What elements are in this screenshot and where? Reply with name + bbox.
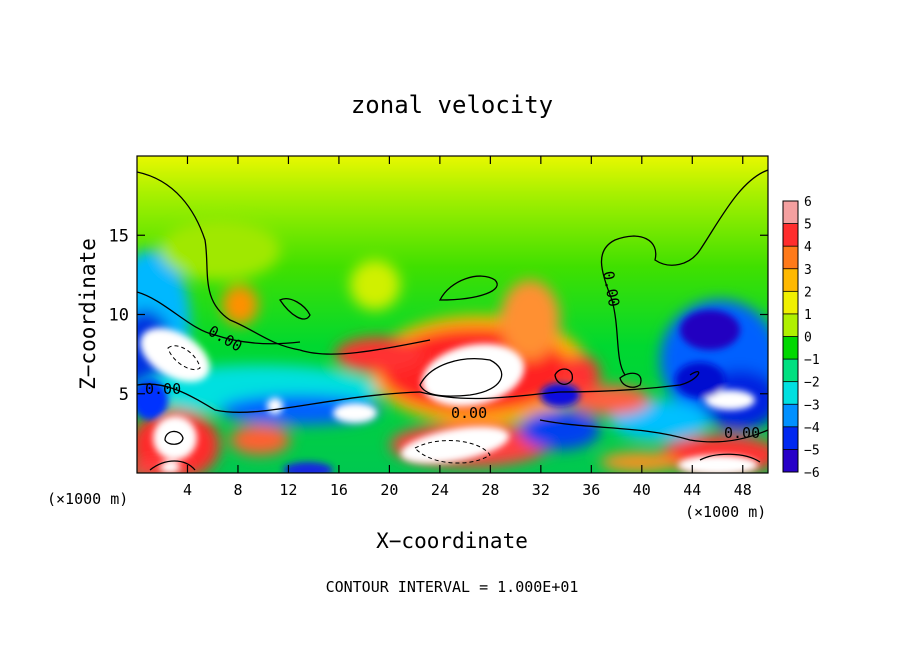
colorbar-swatch (783, 291, 798, 314)
colorbar-swatch (783, 449, 798, 472)
colorbar-swatch (783, 313, 798, 337)
chart-title: zonal velocity (351, 91, 553, 119)
x-tick-label: 36 (582, 481, 600, 499)
colorbar-label: 4 (804, 240, 812, 255)
colorbar-label: −2 (804, 376, 820, 391)
y-tick-label: 5 (119, 385, 129, 405)
colorbar-label: 1 (804, 308, 812, 323)
colorbar-label: −4 (804, 421, 820, 436)
x-axis-ticks: 4 8 12 16 20 24 28 32 36 40 44 48 (183, 156, 752, 499)
colorbar-swatch (783, 223, 798, 247)
x-tick-label: 32 (532, 481, 550, 499)
x-tick-label: 4 (183, 481, 192, 499)
x-tick-label: 8 (233, 481, 242, 499)
contour-label: 0.00 (451, 404, 487, 422)
colorbar-swatch (783, 336, 798, 360)
y-axis-label: Z−coordinate (76, 238, 100, 390)
colorbar-swatch (783, 246, 798, 269)
colorbar-label: 2 (804, 285, 812, 300)
colorbar-swatch (783, 426, 798, 450)
x-axis-label: X−coordinate (376, 529, 528, 553)
x-tick-label: 48 (734, 481, 752, 499)
y-tick-label: 10 (109, 306, 129, 326)
colorbar-label: 3 (804, 263, 812, 278)
colorbar-swatch (783, 359, 798, 382)
x-tick-label: 20 (380, 481, 398, 499)
x-tick-label: 44 (683, 481, 701, 499)
contour-label: 0.00 (145, 380, 181, 398)
x-unit-right: (×1000 m) (685, 503, 766, 521)
x-unit-left: (×1000 m) (47, 490, 128, 508)
x-tick-label: 40 (633, 481, 651, 499)
contour-interval-note: CONTOUR INTERVAL = 1.000E+01 (326, 578, 579, 596)
colorbar-label: 5 (804, 218, 812, 233)
colorbar-swatch (783, 404, 798, 427)
colorbar-label: −3 (804, 398, 820, 413)
colorbar-label: −6 (804, 466, 820, 481)
colorbar-label: 6 (804, 195, 812, 210)
contour-label: 0.00 (599, 270, 623, 309)
colorbar-label: 0 (804, 331, 812, 346)
contour-label: 0.00 (724, 424, 760, 442)
colorbar-swatch (783, 381, 798, 405)
colorbar-label: −5 (804, 443, 820, 458)
colorbar-swatch (783, 201, 798, 224)
x-tick-label: 28 (481, 481, 499, 499)
colorbar-label: −1 (804, 353, 820, 368)
x-tick-label: 16 (330, 481, 348, 499)
x-tick-label: 24 (431, 481, 449, 499)
colorbar: 6 5 4 3 2 1 0 −1 −2 −3 −4 −5 −6 (782, 195, 820, 481)
y-axis-ticks: 5 10 15 (109, 226, 768, 405)
x-tick-label: 12 (279, 481, 297, 499)
y-tick-label: 15 (109, 226, 129, 246)
velocity-field (137, 156, 768, 473)
colorbar-swatch (783, 268, 798, 292)
